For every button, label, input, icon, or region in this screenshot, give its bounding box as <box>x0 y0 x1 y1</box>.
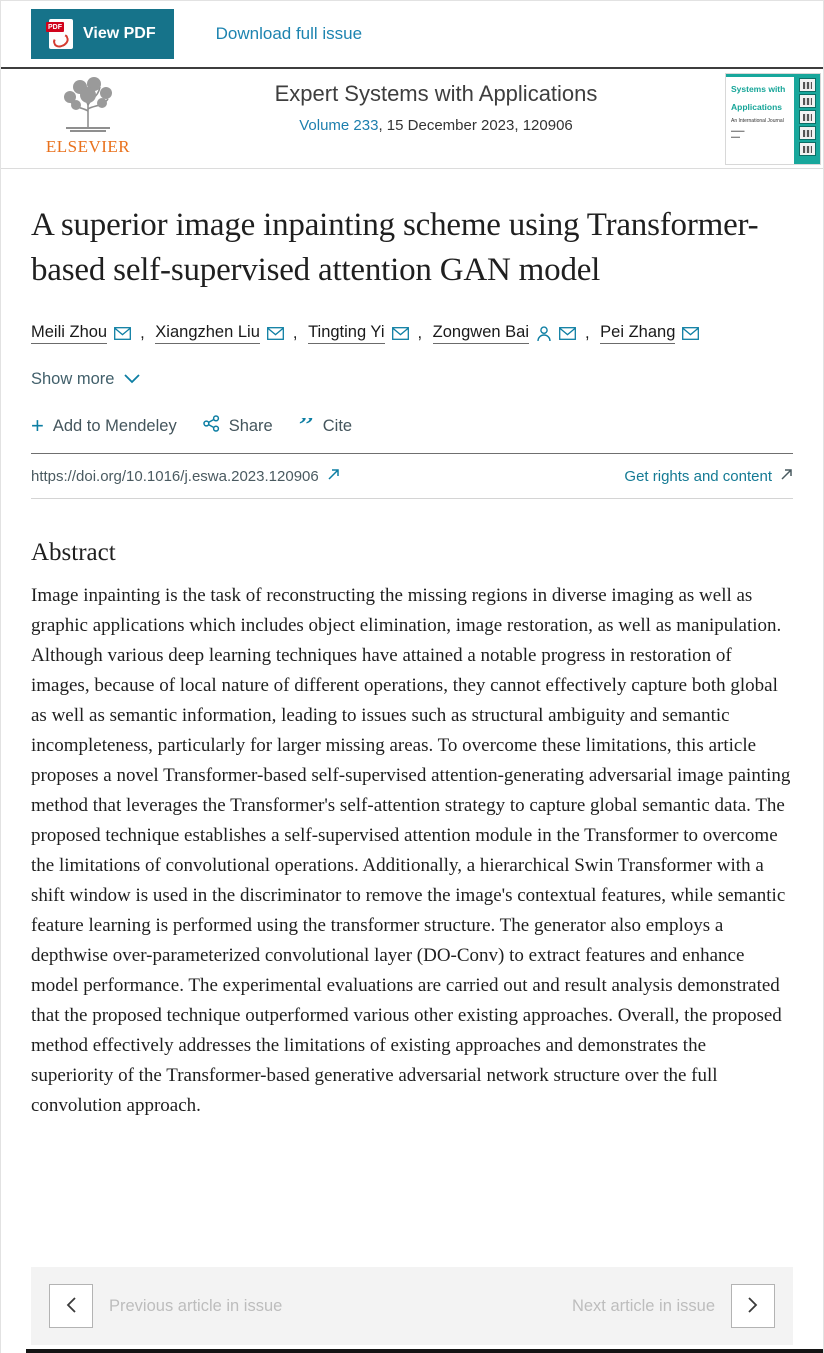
external-link-icon <box>780 468 793 485</box>
author-link[interactable]: Pei Zhang <box>600 323 700 344</box>
author-link[interactable]: Xiangzhen Liu <box>155 323 308 344</box>
elsevier-logo[interactable]: ELSEVIER <box>29 73 147 164</box>
envelope-icon <box>114 327 132 340</box>
next-article-button[interactable] <box>731 1284 775 1328</box>
journal-info: Expert Systems with Applications Volume … <box>147 73 725 164</box>
issue-navigation: Previous article in issue Next article i… <box>31 1267 793 1345</box>
external-link-icon <box>327 468 340 485</box>
view-pdf-label: View PDF <box>83 25 156 42</box>
journal-header: ELSEVIER Expert Systems with Application… <box>1 69 823 169</box>
cover-title: Systems with Applications <box>731 84 786 112</box>
chevron-down-icon <box>124 370 141 389</box>
journal-title-link[interactable]: Expert Systems with Applications <box>274 81 598 106</box>
envelope-icon <box>682 327 700 340</box>
abstract-section: Abstract Image inpainting is the task of… <box>31 539 793 1121</box>
elsevier-wordmark: ELSEVIER <box>45 137 131 156</box>
issue-info-text: , 15 December 2023, 120906 <box>378 117 573 134</box>
share-icon <box>202 415 220 437</box>
volume-link[interactable]: Volume 233 <box>299 117 379 134</box>
add-to-mendeley-button[interactable]: + Add to Mendeley <box>31 413 177 438</box>
show-more-button[interactable]: Show more <box>31 370 141 389</box>
previous-article-button[interactable] <box>49 1284 93 1328</box>
get-rights-link[interactable]: Get rights and content <box>624 468 793 485</box>
article-title: A superior image inpainting scheme using… <box>31 207 759 288</box>
author-link[interactable]: Meili Zhou <box>31 323 155 344</box>
page-bottom-divider <box>26 1349 823 1353</box>
envelope-icon <box>559 327 576 340</box>
doi-bar: https://doi.org/10.1016/j.eswa.2023.1209… <box>31 453 793 499</box>
envelope-icon <box>391 327 409 340</box>
cite-button[interactable]: ” Cite <box>299 417 352 436</box>
chevron-right-icon <box>747 1296 759 1317</box>
previous-article-label: Previous article in issue <box>109 1296 283 1315</box>
next-article-label: Next article in issue <box>571 1296 715 1315</box>
elsevier-tree-icon <box>64 77 112 132</box>
issue-meta: Volume 233, 15 December 2023, 120906 <box>147 117 725 134</box>
article-content: A superior image inpainting scheme using… <box>1 203 823 1121</box>
plus-icon: + <box>31 413 44 438</box>
pdf-file-icon: PDF <box>46 19 73 50</box>
abstract-heading: Abstract <box>31 539 116 566</box>
cover-subtitle: An International Journal <box>731 118 784 124</box>
author-link[interactable]: Zongwen Bai <box>432 323 600 344</box>
chevron-left-icon <box>65 1296 77 1317</box>
cite-quote-icon: ” <box>299 418 314 434</box>
author-link[interactable]: Tingting Yi <box>308 323 433 344</box>
journal-cover-thumbnail[interactable]: Systems with Applications An Internation… <box>725 73 821 165</box>
person-icon <box>536 325 552 342</box>
doi-link[interactable]: https://doi.org/10.1016/j.eswa.2023.1209… <box>31 468 340 485</box>
author-list: Meili Zhou Xiangzhen Liu Tingting Yi Zon… <box>31 323 793 344</box>
envelope-icon <box>266 327 284 340</box>
top-toolbar: PDF View PDF Download full issue <box>1 1 823 69</box>
view-pdf-button[interactable]: PDF View PDF <box>31 9 174 59</box>
share-button[interactable]: Share <box>202 415 273 437</box>
action-toolbar: + Add to Mendeley Share ” Cite <box>31 415 793 437</box>
download-full-issue-link[interactable]: Download full issue <box>215 24 363 43</box>
abstract-text: Image inpainting is the task of reconstr… <box>31 585 791 1116</box>
